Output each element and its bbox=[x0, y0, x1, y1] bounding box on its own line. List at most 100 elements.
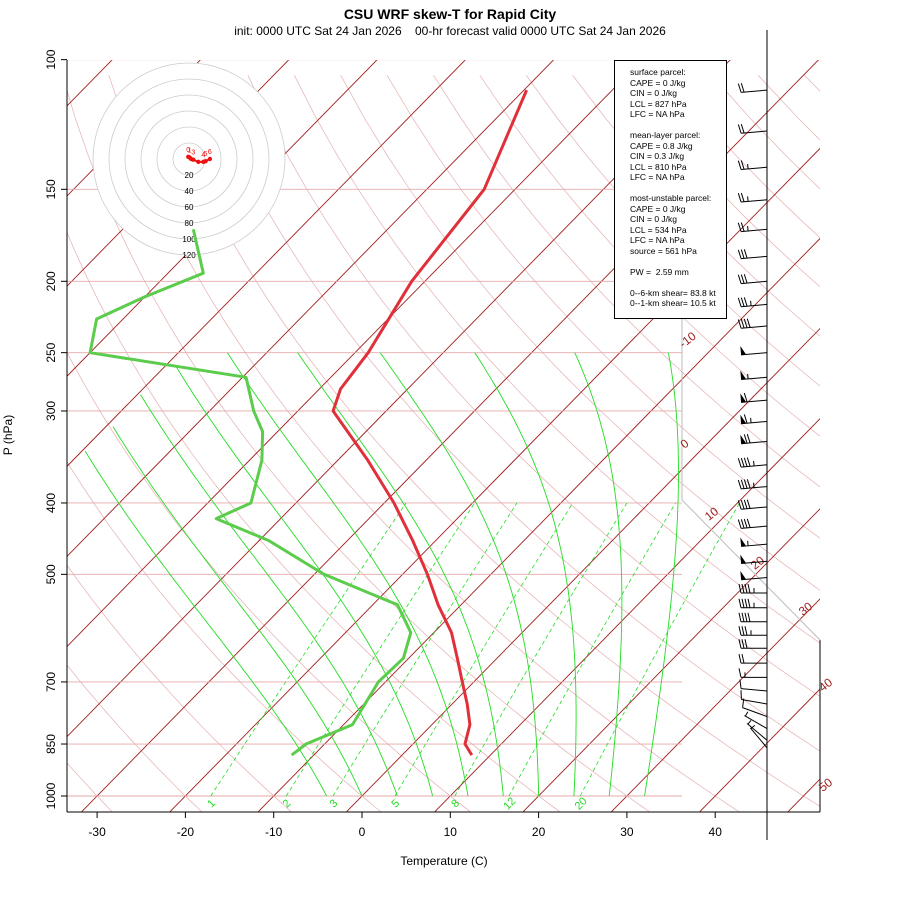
mixing-ratio-label: 20 bbox=[573, 795, 590, 812]
y-axis-label: P (hPa) bbox=[1, 414, 15, 456]
wind-barb-shaft bbox=[741, 506, 768, 510]
dry-adiabat-line bbox=[804, 74, 820, 92]
wind-barb-feather bbox=[746, 457, 751, 467]
wind-barb-shaft bbox=[741, 166, 768, 171]
dry-adiabat-line bbox=[67, 564, 292, 812]
x-tick-label: 20 bbox=[532, 825, 546, 839]
wind-barb-feather bbox=[741, 612, 745, 622]
inner-frame-diag bbox=[681, 499, 821, 641]
hodograph-ring-label: 60 bbox=[185, 203, 194, 212]
hodograph-point-label: 0 bbox=[186, 147, 190, 154]
dry-adiabat-line bbox=[67, 461, 381, 812]
hodograph-point bbox=[207, 156, 213, 162]
wind-barb bbox=[740, 554, 768, 565]
info-line bbox=[630, 277, 726, 288]
wind-barb-feather bbox=[738, 639, 742, 649]
wind-barb-shaft bbox=[741, 228, 768, 233]
wind-barb-shaft bbox=[741, 199, 768, 203]
wind-barb-feather bbox=[737, 458, 742, 468]
wind-barb-feather bbox=[738, 598, 742, 608]
wind-barb-feather bbox=[743, 518, 748, 528]
hodograph-ring-label: 40 bbox=[185, 187, 194, 196]
isotherm-line bbox=[67, 60, 555, 558]
wind-barb bbox=[737, 499, 768, 510]
hodograph-ring bbox=[172, 142, 206, 176]
wind-barb-feather bbox=[737, 500, 742, 510]
wind-barb-feather bbox=[744, 598, 748, 608]
y-tick-label: 100 bbox=[44, 49, 58, 69]
isotherm-line bbox=[258, 237, 820, 812]
wind-barb-shaft bbox=[741, 577, 768, 581]
info-line: 0--1-km shear= 10.5 kt bbox=[630, 298, 716, 308]
wind-barb-shaft bbox=[741, 89, 768, 93]
wind-barb bbox=[740, 570, 768, 581]
wind-barb bbox=[737, 479, 768, 490]
wind-barb bbox=[740, 690, 768, 705]
hodograph-ring bbox=[156, 126, 222, 192]
wind-barb bbox=[740, 370, 768, 381]
wind-barb-feather bbox=[740, 274, 745, 284]
isotherm-line bbox=[699, 688, 820, 812]
wind-barb-feather bbox=[737, 274, 742, 284]
sounding-profiles bbox=[88, 89, 528, 757]
mixing-ratio-label: 3 bbox=[327, 797, 340, 810]
info-line: CAPE = 0 J/kg bbox=[630, 203, 686, 214]
temperature-profile-line bbox=[331, 89, 528, 756]
hodograph-point bbox=[196, 159, 201, 165]
hodograph-ring bbox=[92, 62, 286, 256]
wind-barb-feather bbox=[743, 318, 748, 328]
wind-barb-feather bbox=[744, 626, 748, 636]
info-line bbox=[630, 256, 726, 267]
wind-barb bbox=[737, 192, 768, 203]
wind-barb-feather bbox=[746, 518, 751, 528]
wind-barb-shaft bbox=[741, 560, 768, 565]
wind-barb-flag bbox=[740, 554, 747, 564]
wind-barb-flag bbox=[740, 393, 747, 403]
wind-barb-feather bbox=[743, 297, 748, 307]
moist-adiabat-line bbox=[174, 364, 434, 797]
wind-barb-shaft bbox=[749, 727, 768, 749]
wind-barb-feather bbox=[744, 583, 748, 594]
dewpoint-profile-line bbox=[88, 228, 413, 757]
hodograph-point-label: 5 bbox=[204, 151, 208, 158]
chart-subtitle: init: 0000 UTC Sat 24 Jan 2026 00-hr for… bbox=[234, 24, 666, 38]
wind-barb-feather bbox=[741, 583, 745, 594]
dry-adiabat-line bbox=[479, 74, 820, 437]
wind-barbs-column bbox=[737, 30, 768, 840]
info-line: CAPE = 0.8 J/kg bbox=[630, 140, 693, 151]
hodograph-ring-label: 120 bbox=[182, 251, 196, 260]
wind-barb bbox=[737, 274, 768, 285]
wind-barb-half-feather bbox=[750, 725, 756, 729]
info-line: LCL = 810 hPa bbox=[630, 161, 687, 172]
wind-barb bbox=[740, 414, 768, 425]
wind-barb-feather bbox=[737, 193, 742, 203]
isotherm-label: 10 bbox=[702, 504, 721, 523]
hodograph-point-label: 1 bbox=[188, 148, 192, 155]
wind-barb-feather bbox=[740, 519, 745, 529]
wind-barb bbox=[738, 626, 767, 636]
dry-adiabat-line bbox=[154, 75, 820, 807]
wind-barb-shaft bbox=[744, 715, 768, 730]
wind-barb bbox=[740, 392, 768, 403]
wind-barb bbox=[746, 720, 768, 741]
wind-barb-feather bbox=[742, 698, 745, 708]
wind-barb-half-feather bbox=[747, 720, 752, 725]
dry-adiabat-line bbox=[525, 74, 820, 387]
isotherm-line bbox=[522, 508, 820, 812]
info-line: PW = 2.59 mm bbox=[630, 266, 689, 277]
wind-barb bbox=[737, 160, 768, 171]
moist-adiabat-line bbox=[227, 352, 469, 797]
wind-barb bbox=[738, 639, 767, 649]
wind-barb-feather bbox=[747, 598, 751, 608]
y-tick-label: 850 bbox=[44, 734, 58, 754]
info-line: source = 561 hPa bbox=[630, 245, 697, 256]
info-line: LFC = NA hPa bbox=[630, 109, 685, 119]
wind-barb-shaft bbox=[741, 525, 768, 529]
hodograph-point-label: 3 bbox=[191, 150, 195, 157]
wind-barb-feather bbox=[739, 679, 742, 689]
wind-barb-feather bbox=[738, 626, 742, 636]
isotherm-label: 0 bbox=[678, 436, 692, 451]
mixing-ratio-line bbox=[394, 502, 574, 797]
info-line: CIN = 0.3 J/kg bbox=[630, 151, 685, 161]
info-line bbox=[630, 183, 726, 194]
